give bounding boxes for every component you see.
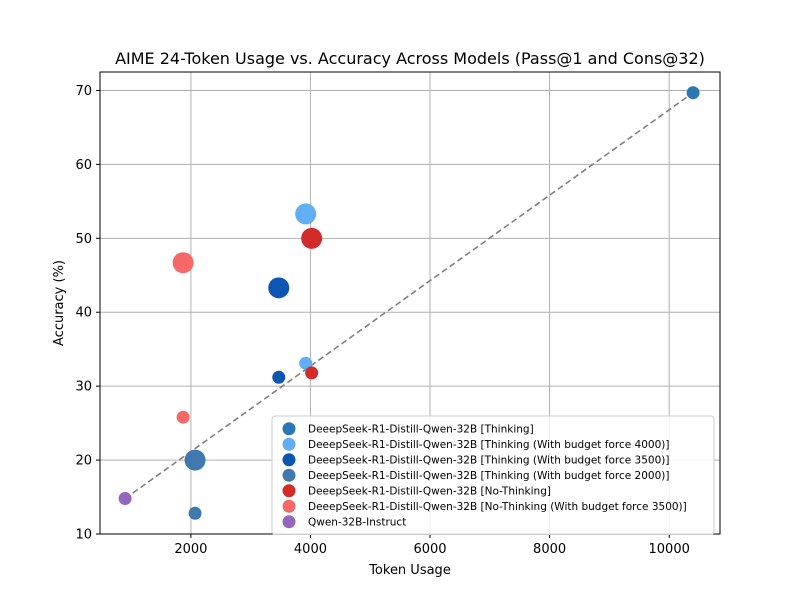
y-tick-label: 10 [75,528,92,543]
data-point-3-0 [188,506,202,520]
trend-line [124,92,694,500]
x-tick-label: 10000 [649,542,690,557]
legend-label: DeeepSeek-R1-Distill-Qwen-32B [Thinking] [308,424,534,436]
y-axis-label: Accuracy (%) [52,260,67,346]
legend-marker [282,422,296,436]
y-axis-ticks: 10 20 30 40 50 60 70 [75,84,100,543]
x-axis-ticks: 2000 4000 6000 8000 10000 [174,534,690,557]
x-tick-label: 6000 [413,542,446,557]
data-point-1-0 [299,356,313,370]
legend-label: DeeepSeek-R1-Distill-Qwen-32B [No-Thinki… [308,501,687,513]
data-point-5-1 [172,252,194,274]
legend-label: DeeepSeek-R1-Distill-Qwen-32B [Thinking … [308,470,669,482]
legend-marker [282,468,296,482]
legend-marker [282,499,296,513]
legend-box [271,415,715,535]
legend-label: DeeepSeek-R1-Distill-Qwen-32B [Thinking … [308,455,669,467]
data-point-3-1 [184,449,206,471]
y-tick-label: 30 [75,380,92,395]
data-point-4-1 [301,227,323,249]
legend-label: Qwen-32B-Instruct [308,517,406,529]
y-tick-label: 70 [75,84,92,99]
chart-title: AIME 24-Token Usage vs. Accuracy Across … [115,49,705,68]
y-tick-label: 40 [75,306,92,321]
data-point-2-1 [268,277,290,299]
y-tick-label: 60 [75,158,92,173]
legend: DeeepSeek-R1-Distill-Qwen-32B [Thinking]… [271,415,715,535]
data-point-1-1 [295,203,317,225]
x-tick-label: 2000 [174,542,207,557]
legend-marker [282,437,296,451]
x-tick-label: 8000 [533,542,566,557]
data-point-4-0 [305,366,319,380]
data-point-5-0 [176,410,190,424]
y-tick-label: 50 [75,232,92,247]
legend-label: DeeepSeek-R1-Distill-Qwen-32B [Thinking … [308,439,669,451]
data-point-0-0 [686,86,700,100]
y-tick-label: 20 [75,454,92,469]
data-point-6-0 [118,492,132,506]
data-points [118,86,700,520]
data-point-2-0 [272,370,286,384]
legend-marker [282,484,296,498]
x-axis-label: Token Usage [368,563,451,578]
trend-line-group [124,92,694,500]
legend-label: DeeepSeek-R1-Distill-Qwen-32B [No-Thinki… [308,486,551,498]
legend-marker [282,453,296,467]
legend-marker [282,515,296,529]
x-tick-label: 4000 [294,542,327,557]
